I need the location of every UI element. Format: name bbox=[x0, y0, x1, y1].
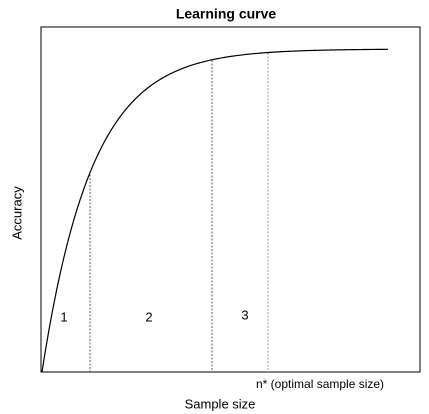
region-label: 3 bbox=[241, 307, 248, 322]
region-label: 2 bbox=[145, 309, 152, 324]
learning-curve bbox=[41, 48, 389, 373]
x-axis-label: Sample size bbox=[185, 396, 256, 411]
annotation: n* (optimal sample size) bbox=[256, 377, 384, 391]
title: Learning curve bbox=[176, 6, 277, 22]
plot-frame bbox=[40, 26, 421, 373]
y-axis-label: Accuracy bbox=[9, 186, 24, 240]
region-label: 1 bbox=[60, 309, 67, 324]
